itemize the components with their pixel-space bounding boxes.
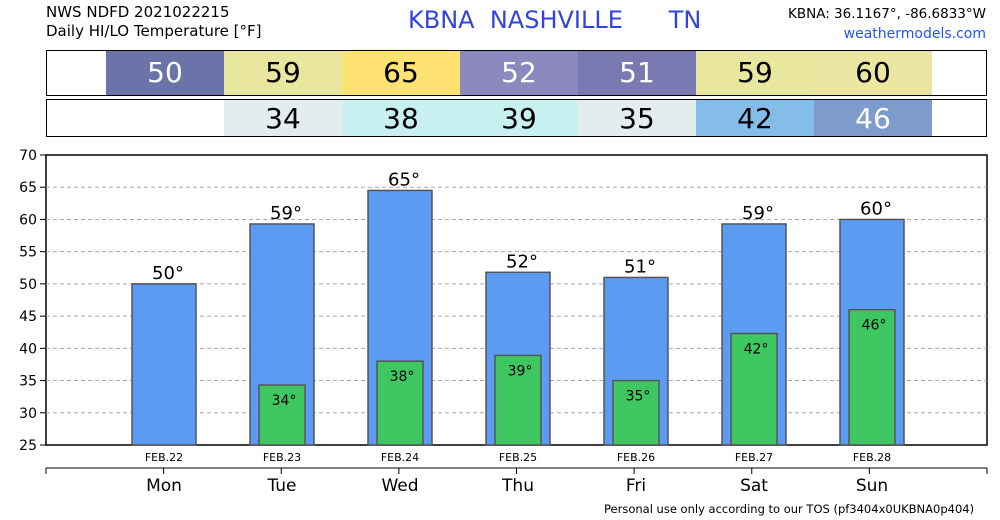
low-temperature-cell: 42 bbox=[696, 100, 814, 136]
low-temperature-cell bbox=[106, 100, 224, 136]
x-tick-label: Mon bbox=[146, 476, 182, 496]
x-tick-label: Thu bbox=[501, 476, 534, 496]
low-temperature-cell: 35 bbox=[578, 100, 696, 136]
low-temperature-cell: 34 bbox=[224, 100, 342, 136]
y-tick-label: 45 bbox=[19, 309, 37, 325]
x-date-label: FEB.25 bbox=[499, 451, 537, 464]
chart-header: NWS NDFD 2021022215 Daily HI/LO Temperat… bbox=[46, 3, 262, 41]
y-tick-label: 60 bbox=[19, 212, 37, 228]
low-bar bbox=[612, 379, 660, 446]
low-bar bbox=[730, 332, 778, 446]
x-tick-label: Wed bbox=[381, 476, 418, 496]
station-coordinates: KBNA: 36.1167°, -86.6833°W bbox=[787, 6, 986, 22]
low-data-label: 35° bbox=[626, 389, 651, 405]
x-date-label: FEB.22 bbox=[145, 451, 183, 464]
low-temperature-cell: 46 bbox=[814, 100, 932, 136]
high-data-label: 60° bbox=[860, 198, 892, 219]
low-bar bbox=[376, 360, 424, 446]
high-temperature-cell: 65 bbox=[342, 51, 460, 95]
high-temperature-cell: 59 bbox=[224, 51, 342, 95]
site-link[interactable]: weathermodels.com bbox=[843, 26, 986, 42]
x-date-label: FEB.24 bbox=[381, 451, 419, 464]
high-data-label: 65° bbox=[388, 169, 420, 190]
station-title: KBNA NASHVILLE TN bbox=[408, 6, 702, 34]
high-temperature-cell: 50 bbox=[106, 51, 224, 95]
x-tick-label: Sat bbox=[740, 476, 768, 496]
low-temperature-cell: 39 bbox=[460, 100, 578, 136]
y-tick-label: 40 bbox=[19, 341, 37, 357]
low-data-label: 34° bbox=[272, 393, 297, 409]
high-temperature-cell: 51 bbox=[578, 51, 696, 95]
low-data-label: 42° bbox=[744, 342, 769, 358]
temperature-chart: 25 30 35 40 45 50 55 60 65 70 50° 59° 34° 65° 38° 52° 39… bbox=[19, 148, 988, 496]
high-data-label: 59° bbox=[742, 203, 774, 224]
x-date-label: FEB.23 bbox=[263, 451, 301, 464]
station-info: KBNA: 36.1167°, -86.6833°W weathermodels… bbox=[788, 4, 986, 44]
x-tick-label: Tue bbox=[266, 476, 296, 496]
high-temperature-cell: 59 bbox=[696, 51, 814, 95]
y-tick-label: 30 bbox=[19, 406, 37, 422]
y-tick-label: 25 bbox=[19, 438, 37, 454]
low-data-label: 38° bbox=[390, 369, 415, 385]
low-bar bbox=[494, 354, 542, 446]
high-data-label: 52° bbox=[506, 251, 538, 272]
high-bar bbox=[131, 283, 197, 446]
high-temperature-cell: 52 bbox=[460, 51, 578, 95]
y-tick-label: 70 bbox=[19, 148, 37, 164]
y-tick-label: 50 bbox=[19, 277, 37, 293]
x-date-label: FEB.26 bbox=[617, 451, 655, 464]
y-tick-label: 65 bbox=[19, 180, 37, 196]
low-data-label: 46° bbox=[862, 318, 887, 334]
x-date-label: FEB.28 bbox=[853, 451, 891, 464]
low-temperature-strip: 34 38 39 35 42 46 bbox=[46, 99, 987, 137]
high-data-label: 51° bbox=[624, 256, 656, 277]
low-bar bbox=[848, 308, 896, 446]
high-temperature-cell: 60 bbox=[814, 51, 932, 95]
high-temperature-strip: 50 59 65 52 51 59 60 bbox=[46, 50, 987, 96]
product-label: Daily HI/LO Temperature [°F] bbox=[46, 22, 262, 40]
low-data-label: 39° bbox=[508, 363, 533, 379]
y-tick-label: 35 bbox=[19, 374, 37, 390]
y-tick-label: 55 bbox=[19, 245, 37, 261]
model-run-label: NWS NDFD 2021022215 bbox=[46, 3, 230, 21]
x-tick-label: Sun bbox=[856, 476, 888, 496]
x-tick-label: Fri bbox=[626, 476, 646, 496]
terms-of-service-note: Personal use only according to our TOS (… bbox=[604, 502, 975, 516]
high-data-label: 59° bbox=[270, 203, 302, 224]
high-data-label: 50° bbox=[152, 263, 184, 284]
low-temperature-cell: 38 bbox=[342, 100, 460, 136]
low-bar bbox=[258, 384, 306, 446]
x-date-label: FEB.27 bbox=[735, 451, 773, 464]
